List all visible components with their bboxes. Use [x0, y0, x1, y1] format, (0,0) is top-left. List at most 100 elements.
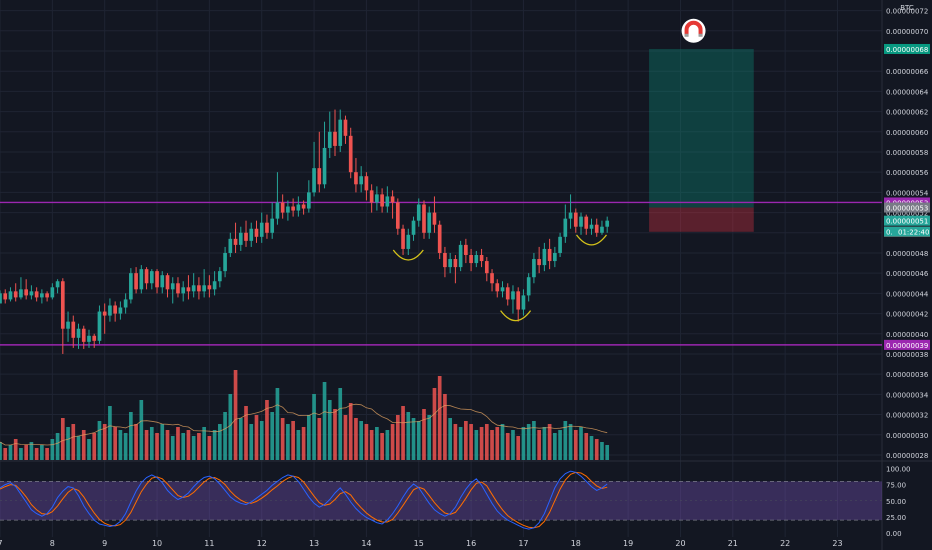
time-label-16: 23: [832, 539, 842, 548]
volume-bar: [422, 409, 426, 460]
price-tick-21: 0.00000030: [886, 432, 928, 440]
volume-bar: [317, 418, 322, 460]
candle-body: [589, 224, 594, 229]
level-tag-0-bg: [884, 197, 930, 208]
countdown-price: 0.: [886, 229, 893, 237]
time-axis[interactable]: 7 8 9 10 11 12 13 14 15 16 17 18 19 20 21 22 23: [0, 539, 843, 548]
time-label-5: 12: [257, 539, 267, 548]
price-tags: 0.000000530.000000390.000000680.00000053…: [884, 43, 930, 350]
volume-bar: [395, 415, 400, 460]
volume-bar: [97, 421, 102, 460]
volume-bar: [448, 418, 452, 460]
candle-body: [291, 206, 295, 211]
candle-body: [469, 254, 473, 264]
volume-bar: [254, 415, 259, 460]
time-label-1: 8: [50, 539, 55, 548]
volume-bar: [244, 406, 248, 460]
price-tick-19: 0.00000034: [886, 391, 929, 399]
price-tick-12: 0.00000048: [886, 250, 928, 258]
price-tick-0: 0.00000072: [886, 8, 928, 16]
time-label-15: 22: [780, 539, 790, 548]
volume-bar: [233, 370, 238, 460]
candle-body: [406, 234, 411, 249]
candle-body: [553, 252, 557, 262]
candle-body: [223, 252, 227, 272]
candle-body: [3, 293, 8, 300]
pattern-annotations[interactable]: [392, 234, 608, 322]
position-profit-zone: [649, 48, 754, 208]
pattern-arc-0: [392, 249, 424, 261]
volume-bar: [191, 436, 196, 460]
candle-body: [280, 202, 285, 213]
volume-bar: [3, 448, 8, 460]
candle-body: [484, 261, 489, 274]
candle-body: [123, 299, 128, 308]
candle-body: [81, 328, 86, 342]
candle-body: [521, 295, 526, 310]
volume-bar: [432, 388, 437, 460]
volume-bar: [81, 430, 86, 460]
candle-body: [364, 176, 369, 191]
long-position-tool[interactable]: [649, 48, 754, 232]
stoch-tick-0: 100.00: [886, 466, 911, 474]
volume-bar: [375, 427, 379, 460]
candle-body: [254, 228, 259, 237]
candle-body: [338, 119, 343, 146]
candle-body: [24, 289, 29, 296]
candle-body: [458, 244, 463, 268]
volume-bar: [568, 424, 573, 460]
candle-body: [505, 287, 510, 300]
volume-bar: [312, 394, 316, 460]
volume-bar: [594, 439, 599, 460]
time-label-10: 17: [518, 539, 528, 548]
volume-bar: [123, 433, 128, 460]
candle-body: [354, 172, 358, 185]
candle-body: [369, 190, 374, 203]
volume-bar: [0, 442, 2, 460]
candle-body: [537, 259, 541, 266]
volume-bar: [526, 424, 531, 460]
countdown-tag-bg: [884, 226, 930, 237]
candle-body: [8, 291, 13, 300]
candle-body: [495, 283, 500, 292]
candle-body: [34, 291, 39, 298]
volume-bar: [390, 424, 395, 460]
volume-bar: [34, 448, 39, 460]
price-tick-9: 0.00000054: [886, 189, 929, 197]
volume-bar: [60, 418, 65, 460]
candle-body: [286, 206, 290, 213]
candle-body: [265, 222, 269, 233]
candle-body: [516, 291, 521, 310]
price-tag-1-bg: [884, 202, 930, 213]
price-tag-0-bg: [884, 43, 930, 54]
candle-body: [149, 271, 154, 284]
candle-body: [207, 285, 212, 290]
magnet-icon[interactable]: [681, 18, 706, 43]
stoch-tick-3: 25.00: [886, 514, 906, 522]
volume-bar: [176, 427, 180, 460]
volume-bar: [238, 418, 243, 460]
candle-body: [191, 285, 196, 292]
volume-bar: [50, 439, 55, 460]
volume-bar: [427, 415, 432, 460]
candle-body: [160, 275, 165, 288]
candle-body: [60, 281, 65, 329]
price-tick-17: 0.00000038: [886, 351, 928, 359]
price-tag-2-bg: [884, 215, 930, 226]
time-label-8: 15: [414, 539, 424, 548]
candle-body: [500, 287, 505, 292]
candle-body: [40, 293, 44, 298]
volume-bar: [584, 433, 589, 460]
candle-body: [139, 269, 144, 290]
stoch-tick-4: 0.00: [886, 530, 902, 538]
time-label-9: 16: [466, 539, 476, 548]
candle-body: [55, 281, 60, 288]
candle-body: [542, 248, 547, 266]
horizontal-levels[interactable]: [0, 201, 882, 346]
volume-bar: [55, 433, 60, 460]
level-tag-1: 0.00000039: [886, 342, 928, 350]
volume-bar: [532, 421, 536, 460]
candle-body: [202, 285, 206, 292]
candle-body: [443, 252, 447, 268]
